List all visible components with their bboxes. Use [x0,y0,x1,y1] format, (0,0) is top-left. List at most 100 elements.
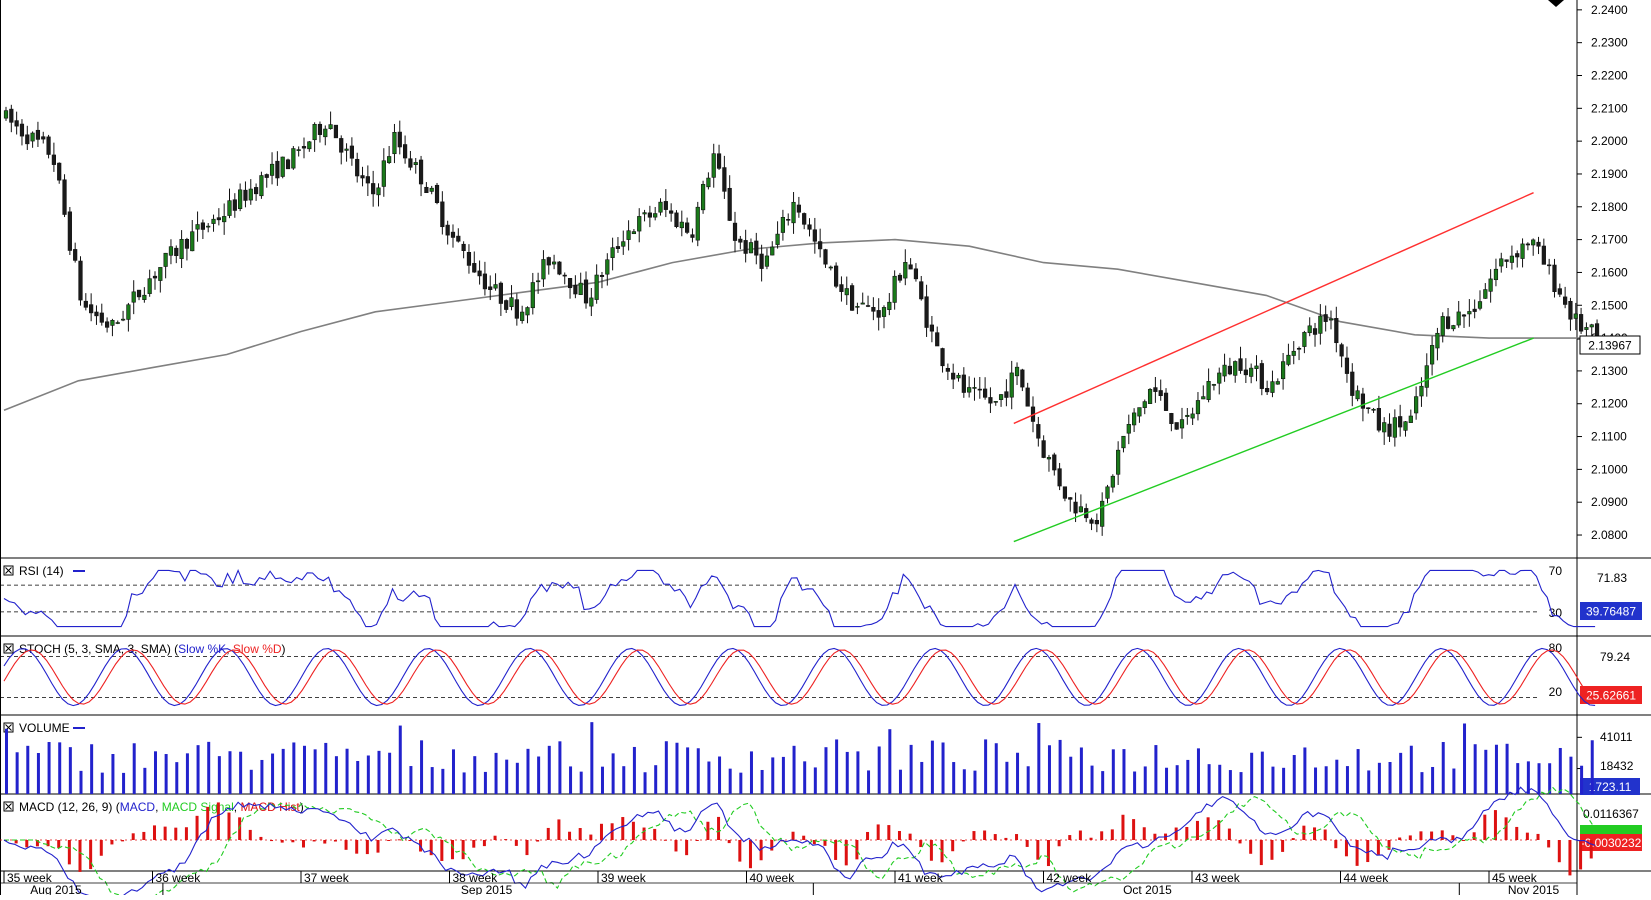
volume-bar [1282,767,1286,794]
candle [1094,513,1099,533]
collapse-arrow-icon[interactable] [1548,0,1564,7]
candle [573,275,578,299]
stoch-legend: STOCH (5, 3, SMA, 3, SMA) (Slow %K, Slow… [19,642,286,656]
candle [3,106,9,121]
candle [57,162,62,184]
candle [1142,399,1147,415]
volume-bar [1271,766,1275,794]
macd-hist-bar [1025,840,1029,847]
candle-body [1089,519,1094,524]
macd-hist-bar [1100,831,1104,840]
candle [897,272,903,283]
macd-hist-bar [1206,817,1210,840]
macd-hist-bar [1046,840,1050,867]
candle-body [1403,421,1408,431]
candle-body [743,240,748,254]
candle [1158,379,1163,401]
candle [1376,395,1381,433]
candle-body [610,247,615,258]
candle [786,213,791,226]
candle-body [855,306,860,308]
candle-body [1137,407,1142,417]
candle-body [1461,314,1467,317]
candle [1334,306,1339,353]
candle-body [1414,396,1419,414]
candle [482,261,488,296]
price-tick-label: 2.1200 [1591,397,1628,411]
volume-bar [1303,747,1307,794]
candle-body [1334,318,1339,344]
candle-body [775,233,780,245]
candle [1259,359,1264,396]
candle [812,217,817,254]
candle [1398,404,1403,437]
candle-body [802,213,807,225]
candle-body [243,189,248,201]
candle-body [397,131,402,148]
candle-body [653,213,658,218]
volume-bar [420,740,424,794]
candle [1525,242,1530,251]
candle [1573,302,1578,331]
rsi-line [3,568,1596,628]
volume-bar [941,742,945,794]
candle [557,261,562,276]
candle [392,123,397,164]
candle-body [158,267,163,281]
volume-bar [494,752,498,794]
volume-bar [143,767,147,794]
candle [269,152,275,185]
candle-body [19,123,25,137]
macd-hist-bar [844,840,848,866]
candle [828,265,833,271]
candle-body [461,243,466,251]
macd-hist-bar [738,840,742,862]
candle-body [956,374,961,379]
volume-bar [430,767,434,794]
candle-body [828,266,833,269]
month-label-0: Aug 2015 [30,883,82,895]
candle [1328,310,1334,330]
volume-bar [1324,766,1328,794]
price-tick-label: 2.1500 [1591,298,1628,312]
price-tick-label: 2.0900 [1591,495,1628,509]
candle [514,293,519,326]
candle [743,229,748,263]
candle [700,180,706,214]
candle [956,372,961,382]
candle-body [1392,417,1397,438]
candle-body [424,186,429,194]
macd-hist-bar [802,835,806,840]
candle [424,182,429,194]
candle-body [881,307,887,317]
candle [456,228,461,243]
macd-hist-bar [876,824,880,840]
candle-body [296,149,301,151]
candle [1371,407,1376,414]
price-tick-label: 2.2300 [1591,36,1628,50]
macd-hist-bar [1153,833,1157,840]
macd-hist-bar [1515,826,1519,840]
candle-body [1121,435,1126,449]
candle-body [605,259,610,275]
candle-body [1376,408,1381,431]
candle-body [1488,278,1493,292]
candle [1190,407,1195,426]
candle [115,320,120,325]
volume-bar [111,754,115,794]
candle [1004,379,1009,407]
candle [567,278,573,299]
candle-body [9,108,14,123]
macd-hist-bar [748,840,752,869]
candle [706,172,711,190]
macd-hist-bar [1408,835,1412,840]
candle-body [1419,385,1424,397]
candle [78,256,83,306]
candle-body [1520,243,1525,259]
week-label-0: 35 week [7,871,53,885]
candle-body [1568,300,1573,320]
candle [839,276,844,302]
macd-hist-bar [1387,840,1391,850]
week-label-7: 42 week [1047,871,1093,885]
